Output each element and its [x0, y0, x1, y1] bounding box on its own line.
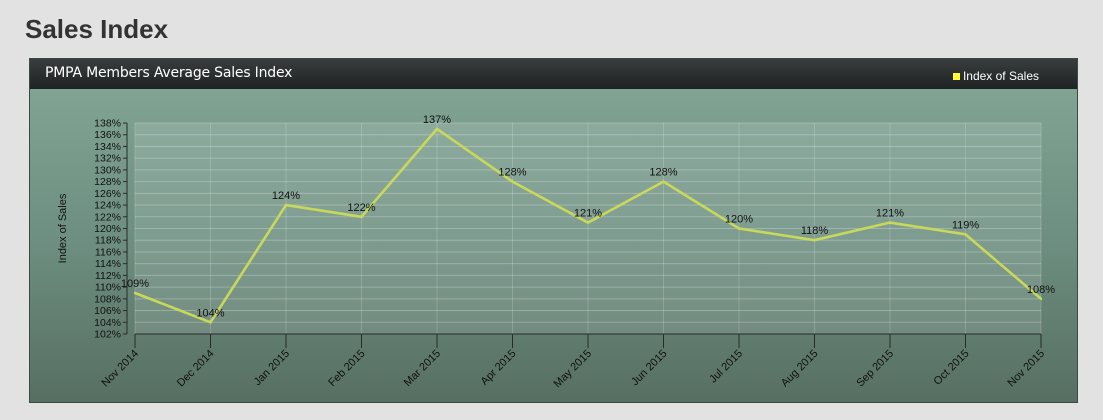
data-point	[360, 216, 362, 218]
data-label: 109%	[121, 278, 149, 290]
x-tick-label: Nov 2015	[1005, 348, 1047, 390]
y-axis-title: Index of Sales	[57, 193, 69, 263]
y-tick-label: 120%	[94, 223, 121, 235]
data-point	[738, 227, 740, 229]
data-label: 128%	[498, 167, 526, 179]
data-label: 108%	[1027, 284, 1055, 296]
y-tick-label: 124%	[94, 200, 121, 212]
data-point	[813, 239, 815, 241]
y-tick-label: 128%	[94, 176, 121, 188]
y-tick-label: 132%	[94, 153, 121, 165]
x-tick-label: Aug 2015	[779, 348, 821, 390]
y-tick-label: 106%	[94, 305, 121, 317]
x-tick-label: Feb 2015	[326, 348, 367, 389]
chart-panel: PMPA Members Average Sales Index Index o…	[29, 58, 1078, 403]
data-label: 122%	[347, 202, 375, 214]
chart-svg: 102%104%106%108%110%112%114%116%118%120%…	[30, 59, 1078, 403]
data-label: 119%	[952, 219, 980, 231]
x-tick-label: Jan 2015	[252, 348, 292, 388]
x-tick-label: May 2015	[551, 348, 594, 391]
y-tick-label: 130%	[94, 164, 121, 176]
data-label: 121%	[876, 208, 904, 220]
data-point	[662, 180, 664, 182]
data-point	[889, 221, 891, 223]
y-tick-label: 136%	[94, 129, 121, 141]
x-tick-label: Mar 2015	[402, 348, 443, 389]
x-tick-label: Apr 2015	[479, 348, 519, 388]
x-tick-label: Dec 2014	[175, 348, 217, 390]
x-tick-label: Sep 2015	[854, 348, 896, 390]
x-tick-label: Nov 2014	[99, 348, 141, 390]
data-label: 120%	[725, 214, 753, 226]
data-point	[285, 204, 287, 206]
x-tick-label: Jul 2015	[707, 348, 745, 386]
data-label: 121%	[574, 208, 602, 220]
y-tick-label: 116%	[95, 246, 121, 258]
y-tick-label: 114%	[95, 258, 121, 270]
x-tick-label: Oct 2015	[932, 348, 972, 388]
y-tick-label: 138%	[94, 118, 121, 130]
data-point	[964, 233, 966, 235]
data-label: 104%	[196, 307, 224, 319]
data-point	[587, 221, 589, 223]
y-tick-label: 122%	[94, 211, 121, 223]
y-tick-label: 134%	[94, 141, 121, 153]
data-point	[209, 321, 211, 323]
y-tick-label: 104%	[94, 317, 121, 329]
data-label: 118%	[801, 225, 829, 237]
y-tick-label: 110%	[95, 282, 121, 294]
data-point	[134, 292, 136, 294]
data-label: 128%	[649, 167, 677, 179]
y-tick-label: 108%	[94, 293, 121, 305]
y-tick-label: 118%	[95, 235, 121, 247]
data-label: 124%	[272, 190, 300, 202]
y-tick-label: 112%	[95, 270, 121, 282]
y-tick-label: 102%	[94, 329, 121, 341]
page-title: Sales Index	[25, 14, 168, 45]
data-point	[511, 180, 513, 182]
x-tick-label: Jun 2015	[629, 348, 669, 388]
data-point	[1040, 298, 1042, 300]
y-tick-label: 126%	[94, 188, 121, 200]
data-point	[436, 128, 438, 130]
data-label: 137%	[423, 114, 451, 126]
